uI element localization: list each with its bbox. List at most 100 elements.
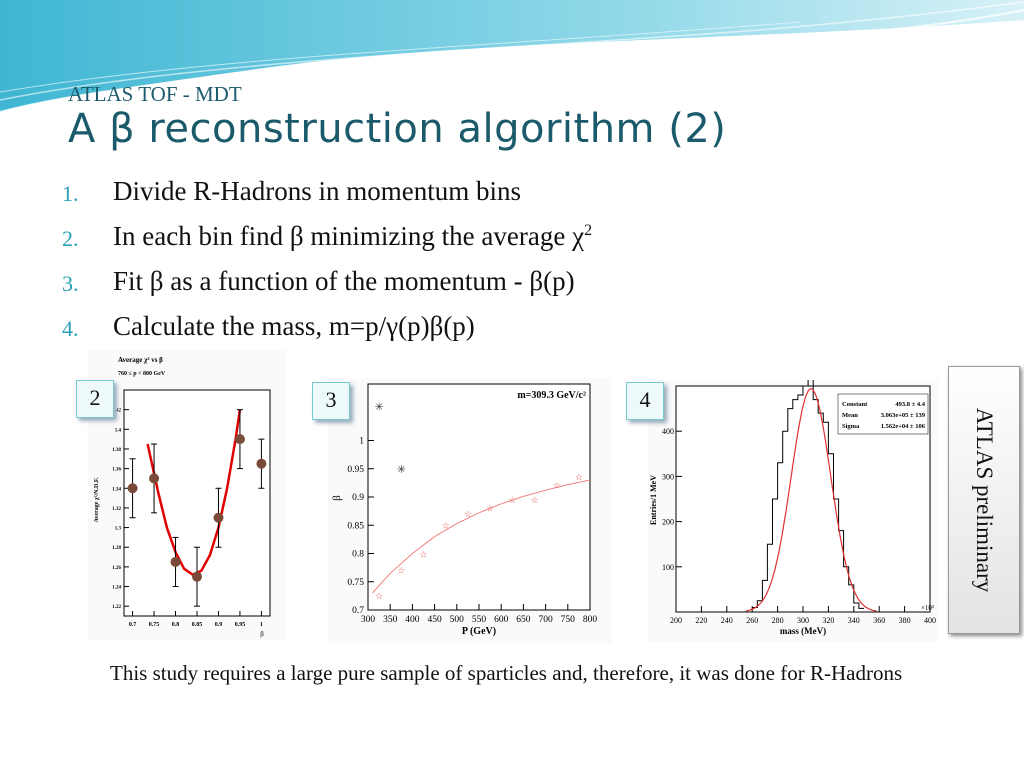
x-tick-label: 300 bbox=[797, 616, 809, 625]
data-point-outlier: ✳ bbox=[374, 402, 383, 414]
y-axis-label: Entries/1 MeV bbox=[649, 475, 658, 525]
step-number: 1. bbox=[62, 181, 79, 206]
x-axis-label: β bbox=[260, 630, 264, 638]
stats-box bbox=[837, 393, 929, 435]
data-point bbox=[234, 434, 245, 445]
x-axis-label: mass (MeV) bbox=[780, 626, 826, 636]
fit-curve bbox=[372, 479, 591, 594]
x-tick-label: 1 bbox=[260, 622, 263, 628]
x-tick-label: 380 bbox=[899, 616, 911, 625]
y-tick-label: 1.22 bbox=[112, 605, 121, 610]
x-tick-label: 600 bbox=[494, 615, 509, 625]
step-text: Calculate the mass, m=p/γ(p)β(p) bbox=[113, 311, 475, 341]
data-point: ☆ bbox=[442, 520, 450, 530]
y-tick-label: 0.75 bbox=[347, 578, 364, 588]
figure-tag-4: 4 bbox=[626, 382, 664, 420]
data-point: ☆ bbox=[419, 550, 427, 560]
x-tick-label: 300 bbox=[361, 615, 376, 625]
step-text: Divide R-Hadrons in momentum bins bbox=[113, 176, 521, 206]
data-point bbox=[170, 556, 181, 567]
data-point bbox=[149, 473, 160, 484]
y-tick-label: 1.28 bbox=[112, 546, 121, 551]
data-point: ☆ bbox=[486, 503, 494, 513]
x-tick-label: 650 bbox=[516, 615, 531, 625]
y-tick-label: 400 bbox=[662, 427, 674, 436]
chi2-vs-beta-chart: Average χ² vs β 760 ≤ p < 800 GeV 0.7 0.75 0… bbox=[94, 356, 271, 638]
step-number: 2. bbox=[62, 226, 79, 251]
x-tick-label: 0.7 bbox=[129, 622, 137, 628]
step-number: 3. bbox=[62, 271, 79, 296]
step-text: Fit β as a function of the momentum - β(… bbox=[113, 266, 575, 296]
mass-histogram-chart: 200 220 240 260 280 300 320 340 360 380 400 100 200 3… bbox=[649, 371, 936, 636]
x-tick-label: 750 bbox=[561, 615, 576, 625]
figure-tag-2: 2 bbox=[76, 380, 114, 418]
data-point bbox=[256, 458, 267, 469]
x-tick-label: 0.8 bbox=[172, 622, 180, 628]
data-point: ☆ bbox=[553, 481, 561, 491]
x-tick-label: 220 bbox=[695, 616, 707, 625]
stats-label: Constant bbox=[842, 401, 868, 408]
mass-histogram-panel: 200 220 240 260 280 300 320 340 360 380 400 100 200 3… bbox=[648, 371, 938, 642]
x-tick-label: 0.85 bbox=[192, 622, 203, 628]
x-tick-label: 240 bbox=[721, 616, 733, 625]
data-point bbox=[192, 571, 202, 582]
x-tick-label: 360 bbox=[873, 616, 885, 625]
chi2-vs-beta-panel: Average χ² vs β 760 ≤ p < 800 GeV 0.7 0.75 0… bbox=[88, 350, 286, 640]
y-tick-label: 1.36 bbox=[112, 468, 121, 473]
x-tick-label: 200 bbox=[670, 616, 682, 625]
chart-title: m=309.3 GeV/c² bbox=[517, 390, 586, 401]
step-number: 4. bbox=[62, 316, 79, 341]
chart-title: Average χ² vs β bbox=[118, 356, 163, 364]
data-point: ☆ bbox=[530, 495, 538, 505]
beta-vs-momentum-chart: m=309.3 GeV/c² 300 350 400 450 500 550 600 650 70… bbox=[331, 383, 598, 637]
data-point: ☆ bbox=[464, 509, 472, 519]
y-tick-label: 1.38 bbox=[112, 448, 121, 453]
header-wave-decoration bbox=[0, 0, 1024, 113]
x-tick-label: 0.75 bbox=[149, 622, 160, 628]
x-axis-exponent: ×10³ bbox=[921, 604, 934, 612]
x-tick-label: 700 bbox=[538, 615, 553, 625]
x-tick-label: 550 bbox=[472, 615, 487, 625]
figure-tag-3: 3 bbox=[312, 382, 350, 420]
y-tick-label: 0.7 bbox=[352, 606, 364, 616]
y-tick-label: 1.3 bbox=[115, 527, 122, 532]
x-axis-label: P (GeV) bbox=[462, 626, 496, 637]
data-point: ☆ bbox=[575, 472, 583, 482]
step-text: In each bin find β minimizing the averag… bbox=[113, 221, 585, 251]
y-tick-label: 1.34 bbox=[112, 487, 121, 492]
y-tick-label: 0.9 bbox=[352, 493, 364, 503]
x-tick-label: 400 bbox=[405, 615, 420, 625]
chart-subtitle: 760 ≤ p < 800 GeV bbox=[118, 371, 166, 377]
data-point: ☆ bbox=[375, 591, 383, 601]
gaussian-fit-curve bbox=[745, 388, 877, 612]
atlas-preliminary-label: ATLAS preliminary bbox=[972, 407, 997, 593]
plot-frame bbox=[367, 383, 591, 611]
x-tick-label: 0.9 bbox=[215, 622, 223, 628]
beta-vs-momentum-panel: m=309.3 GeV/c² 300 350 400 450 500 550 600 650 70… bbox=[328, 378, 612, 644]
data-point-outlier: ✳ bbox=[397, 464, 406, 476]
stats-value: 3.063e+05 ± 139 bbox=[881, 412, 926, 419]
x-tick-label: 800 bbox=[583, 615, 598, 625]
x-tick-label: 450 bbox=[427, 615, 442, 625]
stats-label: Mean bbox=[842, 412, 858, 419]
y-tick-label: 1.4 bbox=[115, 428, 122, 433]
y-axis-label: Average χ²/N.D.F. bbox=[94, 477, 100, 522]
x-tick-label: 340 bbox=[848, 616, 860, 625]
y-axis-label: β bbox=[331, 495, 343, 501]
footnote-text: This study requires a large pure sample … bbox=[110, 661, 903, 685]
x-tick-label: 400 bbox=[924, 616, 936, 625]
data-point bbox=[213, 512, 224, 523]
x-tick-label: 320 bbox=[822, 616, 834, 625]
slide-subtitle: ATLAS TOF - MDT bbox=[68, 82, 242, 106]
y-tick-label: 1.24 bbox=[112, 586, 121, 591]
data-point: ☆ bbox=[508, 495, 516, 505]
y-tick-label: 1 bbox=[359, 437, 364, 447]
atlas-preliminary-box: ATLAS preliminary bbox=[948, 366, 1020, 634]
histogram bbox=[752, 371, 864, 609]
x-tick-label: 0.95 bbox=[235, 622, 246, 628]
y-tick-label: 0.85 bbox=[347, 521, 364, 531]
slide-title: A β reconstruction algorithm (2) bbox=[68, 106, 727, 152]
y-tick-label: 1.42 bbox=[112, 409, 121, 414]
y-tick-label: 0.95 bbox=[347, 465, 364, 475]
y-tick-label: 1.26 bbox=[112, 566, 121, 571]
